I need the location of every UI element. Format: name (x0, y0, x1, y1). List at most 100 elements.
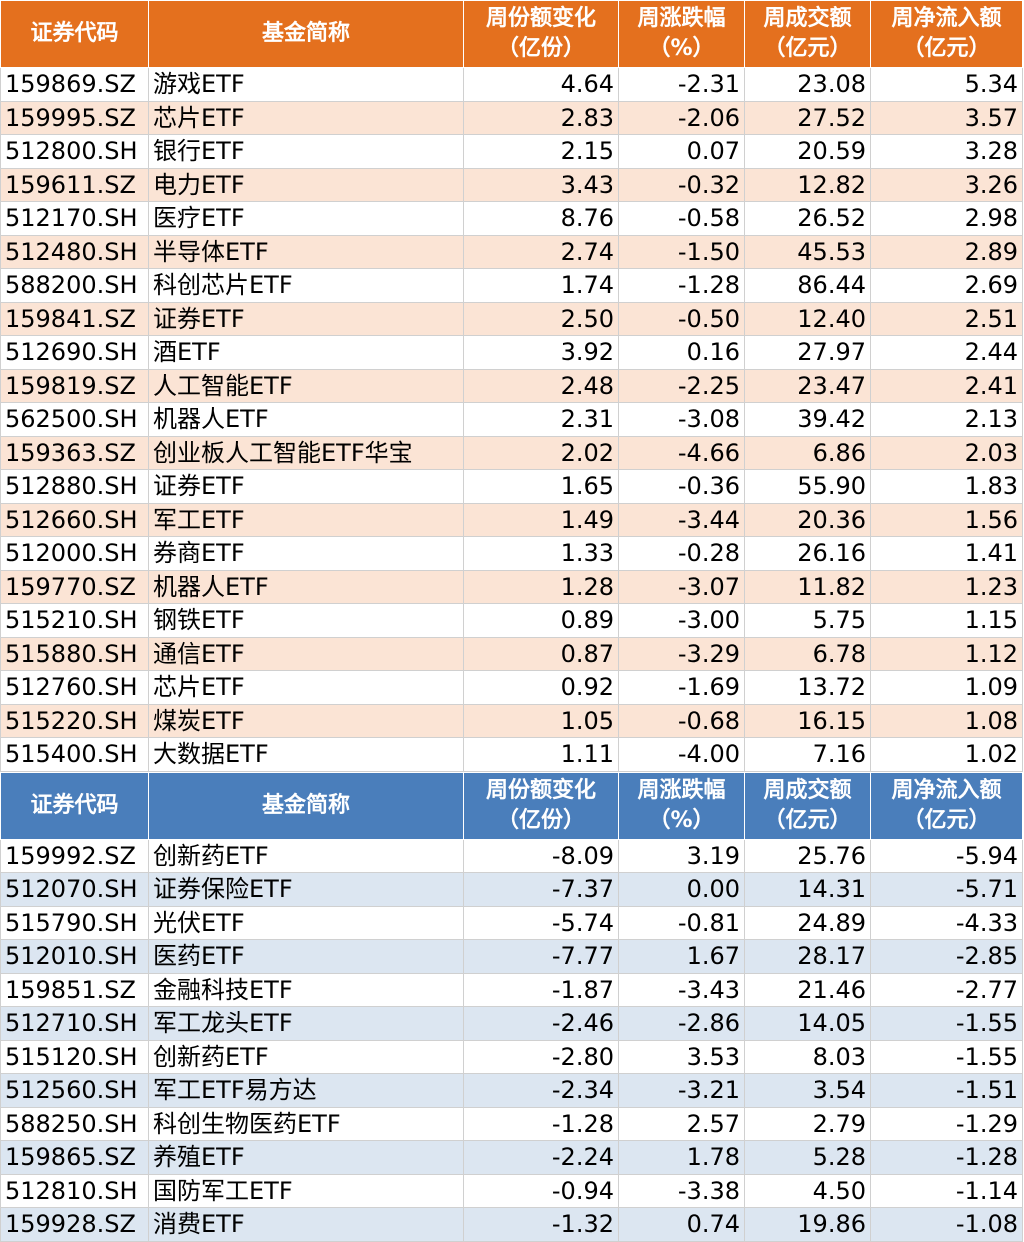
cell-name: 证券ETF (148, 301, 464, 336)
cell-net-inflow: 2.98 (870, 201, 1023, 236)
cell-name: 军工ETF (148, 502, 464, 537)
table-row: 512880.SH 证券ETF 1.65 -0.36 55.90 1.83 (0, 469, 1023, 504)
cell-share-change: -2.34 (463, 1073, 619, 1108)
table-row: 512010.SH 医药ETF -7.77 1.67 28.17 -2.85 (0, 939, 1023, 974)
table-row: 512810.SH 国防军工ETF -0.94 -3.38 4.50 -1.14 (0, 1173, 1023, 1208)
cell-turnover: 2.79 (744, 1106, 871, 1141)
cell-net-inflow: 1.83 (870, 469, 1023, 504)
cell-pct-change: 2.57 (618, 1106, 745, 1141)
cell-pct-change: -3.44 (618, 502, 745, 537)
header-code: 证券代码 (0, 771, 149, 840)
cell-pct-change: -0.58 (618, 201, 745, 236)
cell-net-inflow: 5.34 (870, 67, 1023, 102)
cell-pct-change: -0.32 (618, 167, 745, 202)
cell-pct-change: -3.21 (618, 1073, 745, 1108)
cell-code: 515120.SH (0, 1039, 149, 1074)
cell-code: 512880.SH (0, 469, 149, 504)
cell-share-change: 2.48 (463, 368, 619, 403)
cell-share-change: 8.76 (463, 201, 619, 236)
table-row: 159865.SZ 养殖ETF -2.24 1.78 5.28 -1.28 (0, 1140, 1023, 1175)
cell-name: 半导体ETF (148, 234, 464, 269)
cell-share-change: 1.28 (463, 569, 619, 604)
cell-turnover: 14.31 (744, 872, 871, 907)
etf-outflow-table: 证券代码 基金简称 周份额变化 （亿份） 周涨跌幅 （%） 周成交额 （亿元） 周净流… (0, 771, 1023, 1242)
table-row: 515220.SH 煤炭ETF 1.05 -0.68 16.15 1.08 (0, 703, 1023, 738)
cell-net-inflow: 3.26 (870, 167, 1023, 202)
cell-name: 通信ETF (148, 636, 464, 671)
table-row: 159995.SZ 芯片ETF 2.83 -2.06 27.52 3.57 (0, 100, 1023, 135)
cell-code: 512010.SH (0, 939, 149, 974)
cell-name: 消费ETF (148, 1207, 464, 1242)
cell-net-inflow: 3.57 (870, 100, 1023, 135)
cell-net-inflow: 1.12 (870, 636, 1023, 671)
header-code: 证券代码 (0, 0, 149, 68)
cell-share-change: -2.24 (463, 1140, 619, 1175)
table-row: 159851.SZ 金融科技ETF -1.87 -3.43 21.46 -2.77 (0, 972, 1023, 1007)
table-row: 159611.SZ 电力ETF 3.43 -0.32 12.82 3.26 (0, 167, 1023, 202)
cell-share-change: 1.49 (463, 502, 619, 537)
cell-net-inflow: 1.23 (870, 569, 1023, 604)
cell-pct-change: -0.28 (618, 536, 745, 571)
cell-share-change: 3.92 (463, 335, 619, 370)
cell-net-inflow: 2.69 (870, 268, 1023, 303)
cell-share-change: 0.89 (463, 603, 619, 638)
header-share-change: 周份额变化 （亿份） (463, 0, 619, 68)
cell-share-change: -1.28 (463, 1106, 619, 1141)
cell-code: 562500.SH (0, 402, 149, 437)
header-net-inflow: 周净流入额 （亿元） (870, 771, 1023, 840)
table-row: 512170.SH 医疗ETF 8.76 -0.58 26.52 2.98 (0, 201, 1023, 236)
cell-net-inflow: 2.41 (870, 368, 1023, 403)
cell-name: 煤炭ETF (148, 703, 464, 738)
cell-net-inflow: 2.13 (870, 402, 1023, 437)
cell-name: 国防军工ETF (148, 1173, 464, 1208)
cell-name: 金融科技ETF (148, 972, 464, 1007)
table-row: 588200.SH 科创芯片ETF 1.74 -1.28 86.44 2.69 (0, 268, 1023, 303)
table-row: 159869.SZ 游戏ETF 4.64 -2.31 23.08 5.34 (0, 67, 1023, 102)
cell-name: 军工龙头ETF (148, 1006, 464, 1041)
inflow-header-row: 证券代码 基金简称 周份额变化 （亿份） 周涨跌幅 （%） 周成交额 （亿元） 周净流… (0, 0, 1023, 68)
cell-turnover: 26.16 (744, 536, 871, 571)
table-row: 512480.SH 半导体ETF 2.74 -1.50 45.53 2.89 (0, 234, 1023, 269)
table-row: 159770.SZ 机器人ETF 1.28 -3.07 11.82 1.23 (0, 569, 1023, 604)
cell-net-inflow: 1.08 (870, 703, 1023, 738)
header-net-inflow: 周净流入额 （亿元） (870, 0, 1023, 68)
cell-code: 515790.SH (0, 905, 149, 940)
cell-code: 512170.SH (0, 201, 149, 236)
cell-turnover: 20.59 (744, 134, 871, 169)
cell-net-inflow: 1.56 (870, 502, 1023, 537)
cell-code: 512800.SH (0, 134, 149, 169)
cell-net-inflow: 3.28 (870, 134, 1023, 169)
cell-name: 医疗ETF (148, 201, 464, 236)
cell-code: 159992.SZ (0, 838, 149, 873)
cell-turnover: 20.36 (744, 502, 871, 537)
table-row: 512560.SH 军工ETF易方达 -2.34 -3.21 3.54 -1.51 (0, 1073, 1023, 1108)
cell-turnover: 26.52 (744, 201, 871, 236)
cell-net-inflow: -1.55 (870, 1006, 1023, 1041)
cell-pct-change: 0.00 (618, 872, 745, 907)
cell-share-change: 2.02 (463, 435, 619, 470)
cell-name: 创新药ETF (148, 1039, 464, 1074)
cell-share-change: -8.09 (463, 838, 619, 873)
cell-pct-change: -4.66 (618, 435, 745, 470)
cell-pct-change: -0.36 (618, 469, 745, 504)
cell-code: 512560.SH (0, 1073, 149, 1108)
cell-code: 512810.SH (0, 1173, 149, 1208)
cell-share-change: 0.92 (463, 670, 619, 705)
cell-share-change: -7.77 (463, 939, 619, 974)
cell-turnover: 21.46 (744, 972, 871, 1007)
cell-share-change: 1.33 (463, 536, 619, 571)
table-row: 159992.SZ 创新药ETF -8.09 3.19 25.76 -5.94 (0, 838, 1023, 873)
cell-pct-change: -0.50 (618, 301, 745, 336)
header-name: 基金简称 (148, 771, 464, 840)
cell-turnover: 55.90 (744, 469, 871, 504)
cell-code: 159928.SZ (0, 1207, 149, 1242)
cell-turnover: 39.42 (744, 402, 871, 437)
cell-net-inflow: -1.08 (870, 1207, 1023, 1242)
table-row: 159819.SZ 人工智能ETF 2.48 -2.25 23.47 2.41 (0, 368, 1023, 403)
cell-pct-change: -1.50 (618, 234, 745, 269)
cell-turnover: 45.53 (744, 234, 871, 269)
cell-code: 159851.SZ (0, 972, 149, 1007)
cell-share-change: 4.64 (463, 67, 619, 102)
cell-share-change: 1.74 (463, 268, 619, 303)
etf-inflow-table: 证券代码 基金简称 周份额变化 （亿份） 周涨跌幅 （%） 周成交额 （亿元） 周净流… (0, 0, 1023, 772)
